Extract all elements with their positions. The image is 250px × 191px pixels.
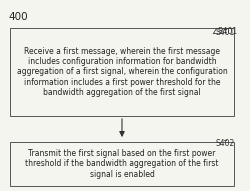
Bar — [10, 28, 234, 116]
Text: ∠S401: ∠S401 — [211, 27, 237, 36]
Text: S401: S401 — [216, 28, 235, 37]
Text: S402: S402 — [216, 139, 235, 148]
Text: Receive a first message, wherein the first message
includes configuration inform: Receive a first message, wherein the fir… — [16, 47, 228, 97]
Text: Transmit the first signal based on the first power
threshold if the bandwidth ag: Transmit the first signal based on the f… — [25, 149, 219, 179]
Text: 400: 400 — [8, 12, 28, 22]
Bar — [10, 142, 234, 186]
